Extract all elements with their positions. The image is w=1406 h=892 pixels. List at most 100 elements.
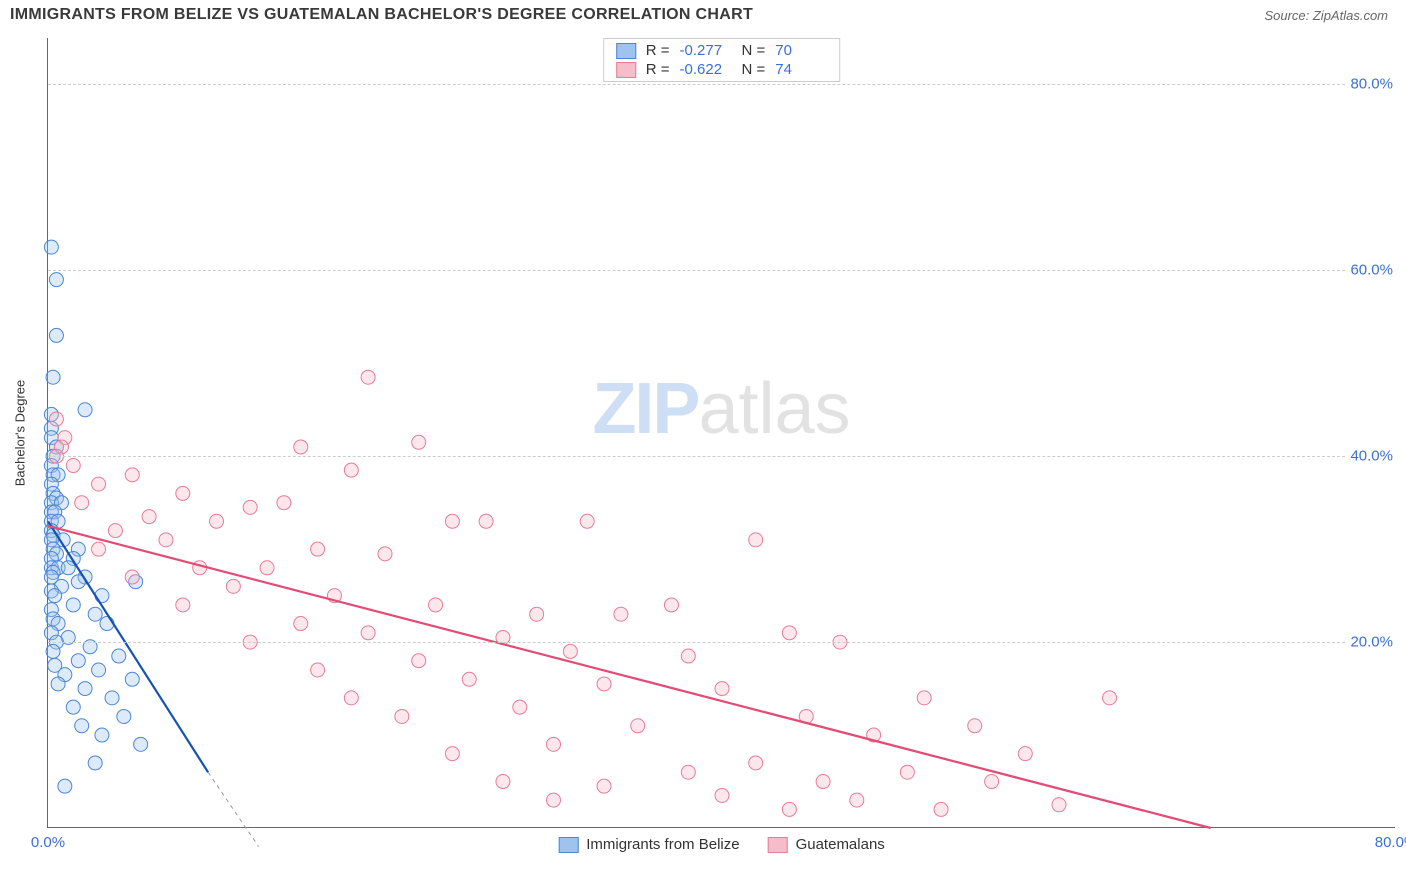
n-value-1: 74: [775, 61, 827, 78]
legend-label-1: Guatemalans: [796, 836, 885, 853]
r-value-0: -0.277: [680, 42, 732, 59]
data-point: [75, 719, 89, 733]
data-point: [1052, 798, 1066, 812]
gridline-h: [48, 642, 1395, 643]
trend-line: [48, 521, 208, 772]
data-point: [105, 691, 119, 705]
data-point: [344, 463, 358, 477]
data-point: [176, 486, 190, 500]
data-point: [311, 542, 325, 556]
data-point: [749, 533, 763, 547]
data-point: [100, 617, 114, 631]
data-point: [46, 644, 60, 658]
data-point: [112, 649, 126, 663]
data-point: [294, 440, 308, 454]
y-axis-label: Bachelor's Degree: [13, 379, 28, 486]
data-point: [66, 459, 80, 473]
data-point: [66, 700, 80, 714]
data-point: [117, 709, 131, 723]
data-point: [134, 737, 148, 751]
gridline-h: [48, 456, 1395, 457]
data-point: [530, 607, 544, 621]
data-point: [294, 617, 308, 631]
data-point: [49, 412, 63, 426]
data-point: [681, 765, 695, 779]
data-point: [311, 663, 325, 677]
data-point: [917, 691, 931, 705]
gridline-h: [48, 270, 1395, 271]
data-point: [49, 328, 63, 342]
data-point: [631, 719, 645, 733]
data-point: [78, 403, 92, 417]
data-point: [378, 547, 392, 561]
data-point: [1103, 691, 1117, 705]
data-point: [850, 793, 864, 807]
data-point: [125, 468, 139, 482]
data-point: [614, 607, 628, 621]
data-point: [547, 737, 561, 751]
data-point: [968, 719, 982, 733]
data-point: [51, 677, 65, 691]
data-point: [563, 644, 577, 658]
data-point: [715, 788, 729, 802]
data-point: [816, 775, 830, 789]
data-point: [664, 598, 678, 612]
data-point: [597, 779, 611, 793]
chart-source: Source: ZipAtlas.com: [1264, 8, 1388, 23]
data-point: [71, 654, 85, 668]
y-tick-label: 60.0%: [1346, 262, 1397, 279]
data-point: [193, 561, 207, 575]
data-point: [75, 496, 89, 510]
data-point: [108, 524, 122, 538]
data-point: [88, 756, 102, 770]
data-point: [48, 589, 62, 603]
data-point: [88, 607, 102, 621]
data-point: [934, 802, 948, 816]
data-point: [445, 514, 459, 528]
x-tick-label: 80.0%: [1375, 834, 1406, 851]
data-point: [985, 775, 999, 789]
data-point: [462, 672, 476, 686]
data-point: [176, 598, 190, 612]
data-point: [412, 654, 426, 668]
data-point: [412, 435, 426, 449]
legend-stats-row-1: R = -0.622 N = 74: [604, 60, 840, 79]
data-point: [395, 709, 409, 723]
legend-item-1: Guatemalans: [768, 836, 885, 853]
data-point: [46, 370, 60, 384]
data-point: [782, 626, 796, 640]
legend-stats-row-0: R = -0.277 N = 70: [604, 41, 840, 60]
legend-series: Immigrants from Belize Guatemalans: [558, 836, 885, 853]
legend-stats: R = -0.277 N = 70 R = -0.622 N = 74: [603, 38, 841, 82]
data-point: [92, 663, 106, 677]
r-label: R =: [646, 42, 670, 59]
x-tick-label: 0.0%: [31, 834, 65, 851]
n-value-0: 70: [775, 42, 827, 59]
y-tick-label: 20.0%: [1346, 634, 1397, 651]
y-tick-label: 40.0%: [1346, 448, 1397, 465]
legend-bottom-swatch-0: [558, 837, 578, 853]
data-point: [260, 561, 274, 575]
legend-swatch-1: [616, 62, 636, 78]
data-point: [681, 649, 695, 663]
data-point: [61, 561, 75, 575]
data-point: [547, 793, 561, 807]
data-point: [277, 496, 291, 510]
n-label: N =: [742, 61, 766, 78]
chart-title: IMMIGRANTS FROM BELIZE VS GUATEMALAN BAC…: [10, 6, 753, 24]
r-value-1: -0.622: [680, 61, 732, 78]
r-label: R =: [646, 61, 670, 78]
data-point: [496, 775, 510, 789]
data-point: [715, 682, 729, 696]
data-point: [243, 500, 257, 514]
legend-bottom-swatch-1: [768, 837, 788, 853]
data-point: [210, 514, 224, 528]
legend-swatch-0: [616, 43, 636, 59]
data-point: [361, 626, 375, 640]
data-point: [49, 273, 63, 287]
scatter-svg: [48, 38, 1395, 827]
data-point: [429, 598, 443, 612]
data-point: [782, 802, 796, 816]
data-point: [749, 756, 763, 770]
data-point: [92, 477, 106, 491]
